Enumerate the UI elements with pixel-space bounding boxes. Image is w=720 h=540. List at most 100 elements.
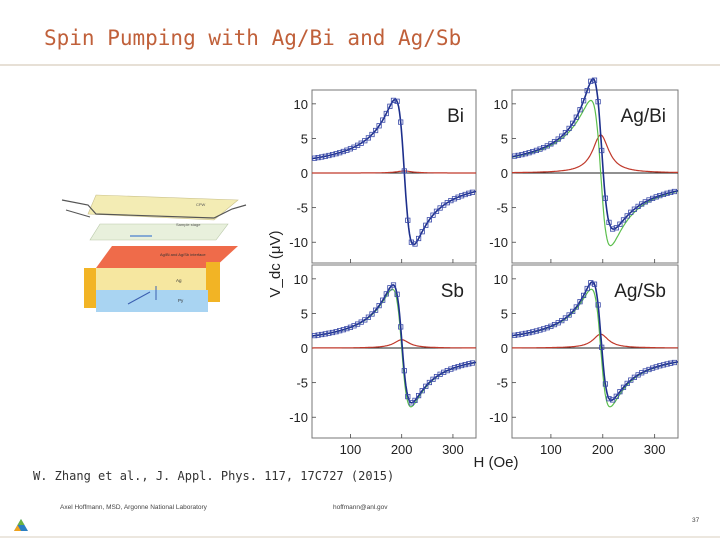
data-point: [329, 329, 336, 336]
title-divider: [0, 64, 720, 66]
data-point: [365, 135, 372, 141]
y-tick-label: 5: [301, 306, 308, 321]
data-point: [610, 397, 616, 403]
footer-author: Axel Hoffmann, MSD, Argonne National Lab…: [60, 504, 207, 511]
data-point: [351, 323, 357, 329]
data-point: [628, 377, 634, 383]
y-tick-label: 0: [301, 166, 308, 181]
chart-plot: Bi Ag/Bi Sb Ag/Sb 10 5 0 -5 -10 10 5 0 -5 -10 10 5 0 -5 -1…: [267, 77, 679, 471]
x-axis-label: H (Oe): [474, 454, 519, 471]
data-point: [369, 131, 375, 138]
data-point: [610, 226, 616, 232]
x-tick-label: 200: [592, 442, 614, 457]
left-contact: [84, 268, 96, 308]
x-tick-label: 100: [340, 442, 362, 457]
data-point: [344, 147, 350, 153]
chart-panel-ag-sb: Ag/Sb: [511, 264, 679, 439]
data-point: [660, 362, 667, 368]
y-tick-label: -10: [289, 410, 308, 425]
right-contact: [206, 262, 220, 302]
data-point: [369, 311, 375, 317]
data-point: [606, 219, 612, 225]
data-point: [394, 98, 400, 104]
data-point: [326, 330, 332, 336]
data-point: [671, 359, 678, 366]
data-point: [319, 154, 325, 160]
data-point: [433, 208, 440, 214]
chart-panel-bi: Bi: [311, 89, 477, 264]
data-point: [466, 361, 472, 367]
data-point: [660, 191, 667, 197]
data-point: [333, 151, 339, 157]
data-point: [519, 331, 525, 337]
data-point: [448, 366, 454, 372]
data-point: [405, 393, 411, 400]
data-point: [657, 363, 663, 369]
data-point: [642, 368, 648, 374]
data-point: [398, 119, 404, 125]
data-point: [362, 317, 368, 323]
data-point: [595, 99, 601, 105]
y-tick-label: -5: [296, 201, 308, 216]
data-point: [664, 361, 670, 367]
y-tick-label: 0: [501, 341, 508, 356]
data-point: [347, 146, 354, 152]
data-point: [329, 151, 336, 158]
probe-wire: [61, 199, 247, 219]
data-point: [362, 138, 368, 144]
data-point: [319, 331, 325, 338]
data-point: [624, 380, 630, 387]
data-point: [588, 78, 594, 84]
data-point: [591, 281, 598, 287]
data-point: [537, 146, 543, 152]
argonne-logo-icon: [14, 519, 28, 531]
data-point: [595, 302, 601, 308]
data-point: [340, 148, 346, 155]
data-point: [650, 365, 656, 371]
data-point: [405, 217, 411, 223]
data-point: [537, 327, 543, 333]
data-point: [412, 397, 418, 404]
x-tick-label: 300: [442, 442, 464, 457]
data-point: [398, 324, 404, 330]
data-point: [599, 344, 605, 350]
data-point: [333, 329, 339, 335]
data-point: [441, 369, 447, 375]
data-point: [617, 389, 623, 395]
y-tick-label: 10: [294, 97, 308, 112]
schematic-label-py: Py: [178, 298, 184, 303]
symmetric-component-line: [312, 170, 476, 174]
data-point: [650, 195, 656, 201]
panel-label: Bi: [447, 106, 464, 127]
data-point: [613, 393, 619, 399]
y-tick-label: -5: [296, 376, 308, 391]
data-point: [430, 376, 436, 382]
data-point: [519, 151, 525, 158]
data-point: [315, 154, 321, 161]
data-point: [311, 155, 318, 161]
data-point: [383, 110, 389, 117]
panel-frame: [311, 89, 477, 264]
data-point: [458, 193, 465, 199]
data-point: [541, 144, 547, 151]
interface-top: [96, 246, 238, 268]
data-point: [390, 282, 397, 288]
data-point: [541, 326, 547, 332]
data-point: [533, 147, 540, 153]
y-tick-label: 10: [294, 272, 308, 287]
data-point: [570, 308, 576, 315]
data-point: [462, 191, 468, 198]
data-point: [444, 367, 450, 374]
y-tick-label: 0: [501, 166, 508, 181]
data-point: [551, 321, 558, 328]
citation: W. Zhang et al., J. Appl. Phys. 117, 17C…: [33, 469, 395, 483]
data-point: [512, 332, 518, 338]
data-point: [577, 299, 583, 305]
data-point: [628, 209, 634, 215]
data-point: [372, 127, 379, 134]
data-point: [573, 114, 579, 120]
schematic-label-interface: Ag/Bi and Ag/Sb interface: [160, 252, 206, 257]
data-point: [423, 383, 429, 389]
y-tick-label: -5: [496, 201, 508, 216]
data-point: [581, 292, 587, 299]
